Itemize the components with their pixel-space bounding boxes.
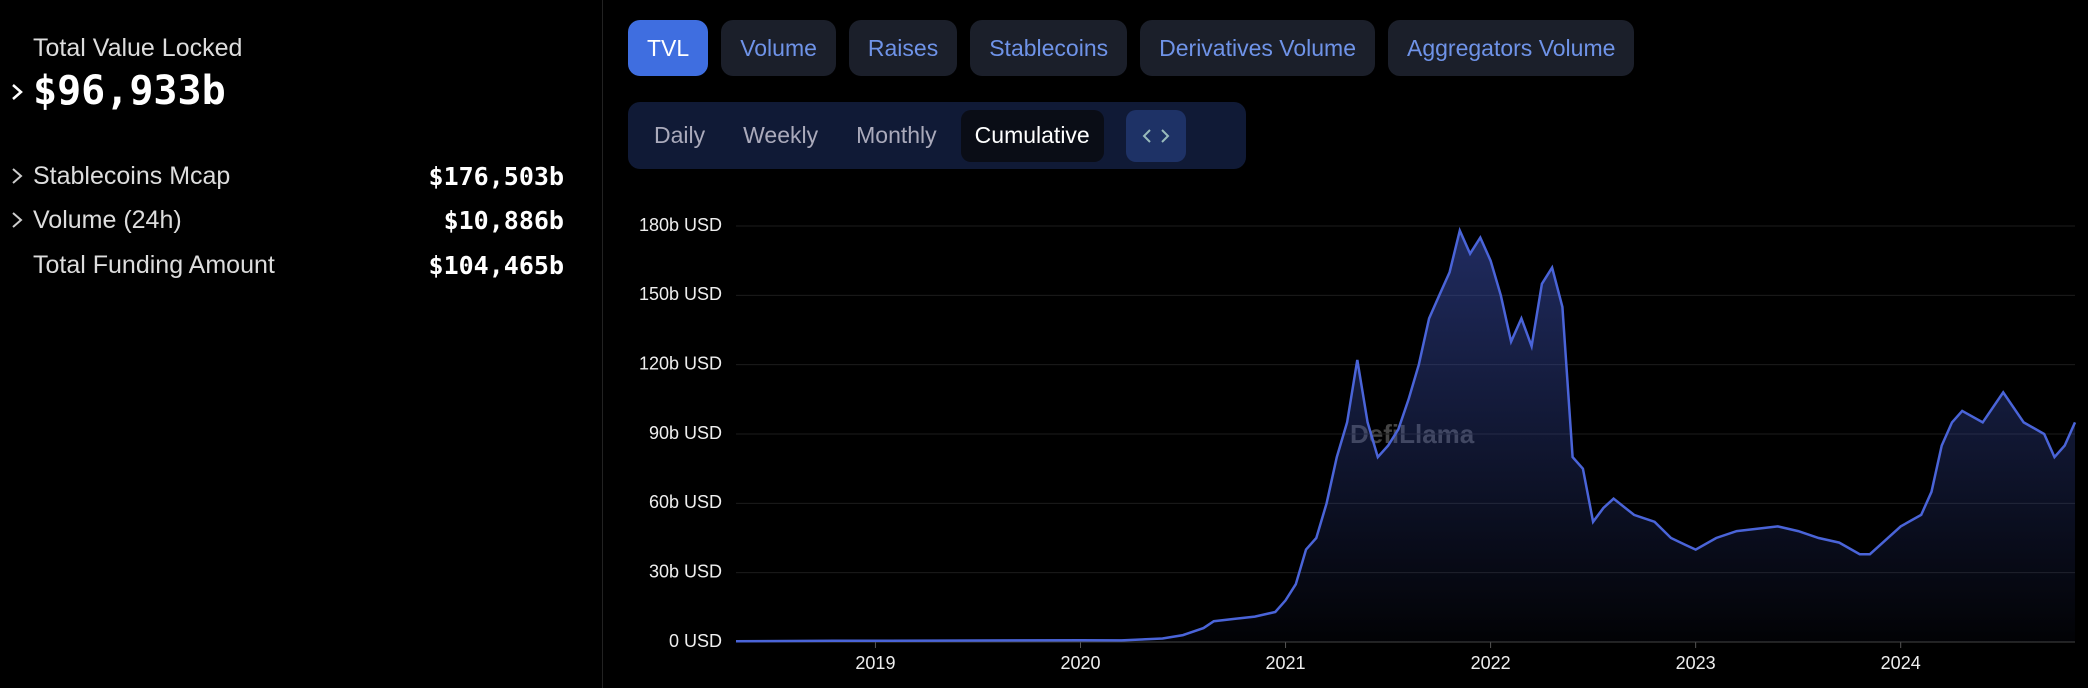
main-label: Total Value Locked <box>33 34 243 62</box>
y-tick-label: 60b USD <box>649 492 722 512</box>
main-value: $96,933b <box>33 68 226 114</box>
sidebar: Total Value Locked $96,933b Stablecoins … <box>0 0 603 688</box>
line <box>735 226 2077 643</box>
embed-button[interactable] <box>1125 109 1186 162</box>
y-tick-label: 0 USD <box>669 631 722 651</box>
tabs: TVL Volume Raises Stablecoins Derivatives Vo… <box>628 20 1635 76</box>
x-tick-label: 2023 <box>1676 653 1716 673</box>
chevron[interactable] <box>10 210 24 230</box>
row-label: Volume (24h) <box>33 206 182 234</box>
chevron[interactable] <box>10 82 24 102</box>
tab[interactable]: Volume <box>721 20 836 76</box>
period-selector: Daily Weekly Monthly Cumulative <box>628 102 1246 169</box>
period-button[interactable]: Weekly <box>743 122 819 148</box>
row-label: Stablecoins Mcap <box>33 162 231 190</box>
chevron[interactable] <box>10 166 24 186</box>
tab[interactable]: TVL <box>628 20 709 76</box>
period-button[interactable]: Cumulative <box>960 109 1104 162</box>
row-label: Total Funding Amount <box>33 251 275 279</box>
x-tick-label: 2019 <box>855 653 895 673</box>
y-tick-label: 180b USD <box>639 215 722 235</box>
x-tick-label: 2020 <box>1060 653 1100 673</box>
y-tick-label: 90b USD <box>649 423 722 443</box>
row-value: $176,503b <box>428 162 564 191</box>
row-value: $104,465b <box>428 251 564 280</box>
area <box>736 230 2075 642</box>
tab[interactable]: Aggregators Volume <box>1388 20 1635 76</box>
x-tick-label: 2021 <box>1266 653 1306 673</box>
period-button[interactable]: Daily <box>654 122 706 148</box>
tab[interactable]: Stablecoins <box>970 20 1128 76</box>
period-button[interactable]: Monthly <box>856 122 937 148</box>
y-tick-label: 30b USD <box>649 561 722 581</box>
x-tick-label: 2022 <box>1471 653 1511 673</box>
tab[interactable]: Derivatives Volume <box>1140 20 1375 76</box>
y-tick-label: 120b USD <box>639 353 722 373</box>
tab[interactable]: Raises <box>848 20 958 76</box>
x-tick-label: 2024 <box>1881 653 1921 673</box>
row-value: $10,886b <box>443 206 564 235</box>
y-tick-label: 150b USD <box>639 284 722 304</box>
